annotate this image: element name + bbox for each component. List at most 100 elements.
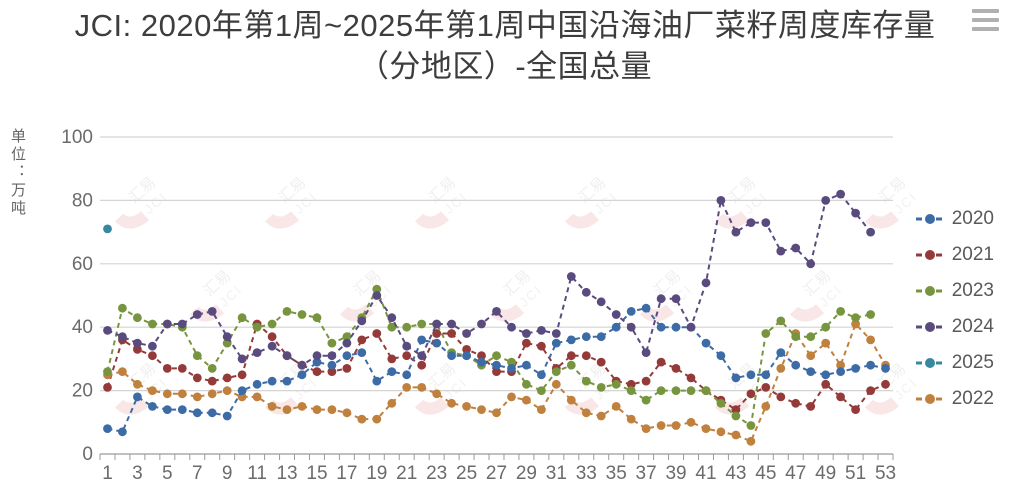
data-point-2024-w27[interactable] (492, 307, 501, 316)
data-point-2020-w23[interactable] (432, 338, 442, 348)
legend-item-2022[interactable]: 2022 (915, 388, 994, 410)
data-point-2020-w12[interactable] (267, 376, 277, 386)
data-point-2023-w49[interactable] (821, 322, 831, 332)
data-point-2024-w4[interactable] (148, 341, 157, 351)
data-point-2023-w39[interactable] (671, 386, 681, 395)
data-point-2024-w20[interactable] (387, 313, 397, 323)
data-point-2022-w12[interactable] (267, 402, 277, 411)
data-point-2022-w35[interactable] (611, 402, 621, 411)
data-point-2024-w3[interactable] (133, 338, 142, 348)
data-point-2022-w49[interactable] (821, 338, 831, 348)
data-point-2021-w44[interactable] (746, 389, 756, 399)
data-point-2021-w10[interactable] (237, 370, 247, 380)
data-point-2020-w53[interactable] (881, 364, 890, 373)
data-point-2024-w35[interactable] (611, 310, 621, 319)
data-point-2024-w12[interactable] (267, 341, 277, 351)
data-point-2022-w19[interactable] (372, 414, 382, 424)
data-point-2022-w21[interactable] (402, 383, 412, 392)
data-point-2021-w27[interactable] (492, 367, 501, 376)
data-point-2021-w3[interactable] (133, 345, 142, 354)
data-point-2020-w15[interactable] (312, 357, 322, 367)
data-point-2022-w37[interactable] (641, 424, 651, 433)
data-point-2021-w4[interactable] (148, 351, 157, 361)
data-point-2021-w21[interactable] (402, 351, 412, 361)
data-point-2021-w36[interactable] (626, 379, 636, 389)
data-point-2023-w4[interactable] (148, 319, 157, 329)
data-point-2024-w22[interactable] (417, 351, 427, 361)
data-point-2024-w23[interactable] (432, 319, 442, 329)
data-point-2023-w1[interactable] (103, 367, 112, 376)
data-point-2020-w44[interactable] (746, 370, 756, 380)
data-point-2021-w20[interactable] (387, 354, 397, 364)
data-point-2021-w9[interactable] (222, 373, 232, 383)
data-point-2021-w25[interactable] (462, 345, 471, 354)
data-point-2022-w45[interactable] (761, 402, 771, 411)
data-point-2024-w45[interactable] (761, 218, 771, 228)
data-point-2023-w2[interactable] (118, 303, 127, 313)
data-point-2020-w9[interactable] (222, 411, 232, 421)
data-point-2022-w24[interactable] (447, 398, 456, 408)
data-point-2024-w18[interactable] (357, 316, 367, 326)
data-point-2020-w30[interactable] (537, 370, 546, 380)
data-point-2023-w42[interactable] (716, 398, 726, 408)
data-point-2021-w29[interactable] (522, 338, 531, 348)
data-point-2023-w28[interactable] (507, 357, 516, 367)
data-point-2020-w41[interactable] (701, 338, 711, 348)
data-point-2022-w48[interactable] (806, 351, 816, 361)
data-point-2023-w19[interactable] (372, 284, 382, 294)
data-point-2021-w45[interactable] (761, 383, 771, 392)
data-point-2020-w27[interactable] (492, 360, 501, 370)
data-point-2022-w9[interactable] (222, 386, 232, 395)
data-point-2020-w42[interactable] (716, 351, 726, 361)
data-point-2021-w51[interactable] (851, 405, 860, 414)
data-point-2022-w43[interactable] (731, 430, 741, 440)
data-point-2023-w46[interactable] (776, 316, 786, 326)
data-point-2020-w16[interactable] (327, 360, 337, 370)
data-point-2021-w18[interactable] (357, 335, 367, 345)
data-point-2022-w31[interactable] (551, 379, 561, 389)
data-point-2024-w34[interactable] (596, 297, 606, 307)
data-point-2020-w26[interactable] (477, 357, 486, 367)
data-point-2023-w50[interactable] (836, 307, 845, 316)
data-point-2020-w49[interactable] (821, 370, 831, 380)
data-point-2023-w27[interactable] (492, 351, 501, 361)
data-point-2020-w43[interactable] (731, 373, 741, 383)
data-point-2022-w38[interactable] (656, 421, 666, 430)
data-point-2021-w53[interactable] (881, 379, 890, 389)
data-point-2021-w34[interactable] (596, 357, 606, 367)
data-point-2023-w21[interactable] (402, 322, 412, 332)
data-point-2023-w44[interactable] (746, 421, 756, 430)
data-point-2022-w28[interactable] (507, 392, 516, 402)
data-point-2024-w46[interactable] (776, 246, 786, 256)
legend-item-2021[interactable]: 2021 (915, 244, 994, 266)
data-point-2021-w15[interactable] (312, 367, 322, 376)
data-point-2024-w16[interactable] (327, 351, 337, 361)
data-point-2024-w36[interactable] (626, 322, 636, 332)
data-point-2022-w29[interactable] (522, 395, 531, 405)
data-point-2020-w31[interactable] (551, 338, 561, 348)
data-point-2022-w36[interactable] (626, 414, 636, 424)
data-point-2021-w50[interactable] (836, 392, 845, 402)
legend-item-2025[interactable]: 2025 (915, 352, 994, 374)
legend-item-2024[interactable]: 2024 (915, 316, 994, 338)
data-point-2024-w32[interactable] (566, 272, 576, 281)
data-point-2020-w6[interactable] (177, 405, 187, 414)
data-point-2022-w14[interactable] (297, 402, 307, 411)
data-point-2021-w24[interactable] (447, 329, 456, 338)
data-point-2024-w8[interactable] (207, 307, 217, 316)
data-point-2024-w11[interactable] (252, 348, 262, 357)
data-point-2024-w30[interactable] (537, 326, 546, 335)
data-point-2023-w30[interactable] (537, 386, 546, 395)
data-point-2024-w17[interactable] (342, 338, 352, 348)
data-point-2024-w40[interactable] (686, 322, 696, 332)
data-point-2023-w20[interactable] (387, 322, 397, 332)
data-point-2020-w35[interactable] (611, 322, 621, 332)
series-2020[interactable] (103, 303, 890, 437)
data-point-2022-w42[interactable] (716, 427, 726, 437)
data-point-2023-w17[interactable] (342, 332, 352, 342)
data-point-2023-w7[interactable] (192, 351, 202, 361)
data-point-2023-w41[interactable] (701, 386, 711, 395)
data-point-2024-w25[interactable] (462, 329, 471, 338)
data-point-2020-w51[interactable] (851, 364, 860, 373)
